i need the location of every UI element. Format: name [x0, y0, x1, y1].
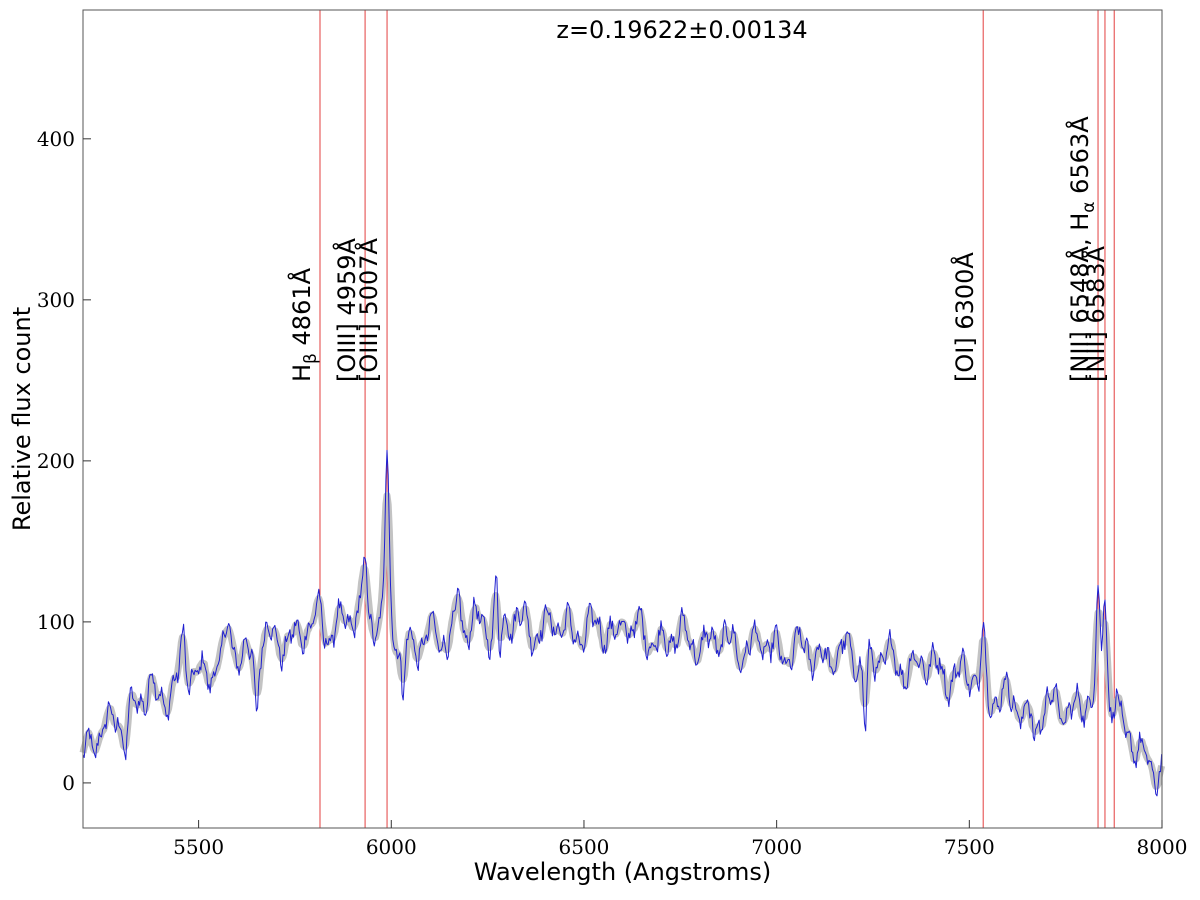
emission-line-label: [NII] 6583Å	[1081, 245, 1110, 382]
emission-line-markers	[319, 10, 1115, 828]
emission-line-label: [OI] 6300Å	[950, 252, 979, 382]
y-tick-label: 300	[37, 288, 75, 312]
x-tick-label: 5500	[173, 835, 224, 859]
x-tick-label: 6000	[366, 835, 417, 859]
axis-ticks: 5500 6000 6500 7000 7500 8000 0 100 200 300 400	[37, 127, 1188, 859]
x-tick-label: 7000	[751, 835, 802, 859]
x-tick-label: 7500	[944, 835, 995, 859]
y-tick-label: 200	[37, 449, 75, 473]
x-axis-title: Wavelength (Angstroms)	[474, 858, 771, 886]
redshift-annotation: z=0.19622±0.00134	[556, 16, 807, 44]
plot-frame	[82, 9, 1163, 829]
y-tick-label: 400	[37, 127, 75, 151]
smoothed-spectrum-line	[79, 492, 1166, 790]
x-tick-label: 8000	[1137, 835, 1188, 859]
emission-line-label: Hβ 4861Å	[287, 267, 321, 382]
emission-line-label: [OIII] 4959Å	[332, 237, 361, 382]
y-tick-label: 0	[62, 771, 75, 795]
spectrum-series	[79, 449, 1166, 797]
emission-line-labels: Hβ 4861Å [OIII] 4959Å[OIII] 5007Å [OI] 630…	[287, 116, 1110, 382]
y-tick-label: 100	[37, 610, 75, 634]
y-axis-title: Relative flux count	[8, 307, 36, 531]
spectrum-line	[82, 449, 1163, 797]
x-tick-label: 6500	[559, 835, 610, 859]
emission-line-label: [NII] 6548Å, Hα 6563Å	[1065, 116, 1099, 382]
emission-line-label: [OIII] 5007Å	[354, 237, 383, 382]
